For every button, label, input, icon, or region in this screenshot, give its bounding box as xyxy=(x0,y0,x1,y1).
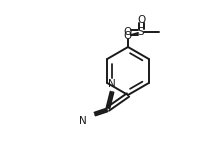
Text: O: O xyxy=(124,31,132,41)
Text: N: N xyxy=(79,116,87,126)
Text: O: O xyxy=(124,27,132,37)
Text: S: S xyxy=(138,27,144,37)
Text: O: O xyxy=(137,15,145,25)
Text: N: N xyxy=(108,79,116,89)
